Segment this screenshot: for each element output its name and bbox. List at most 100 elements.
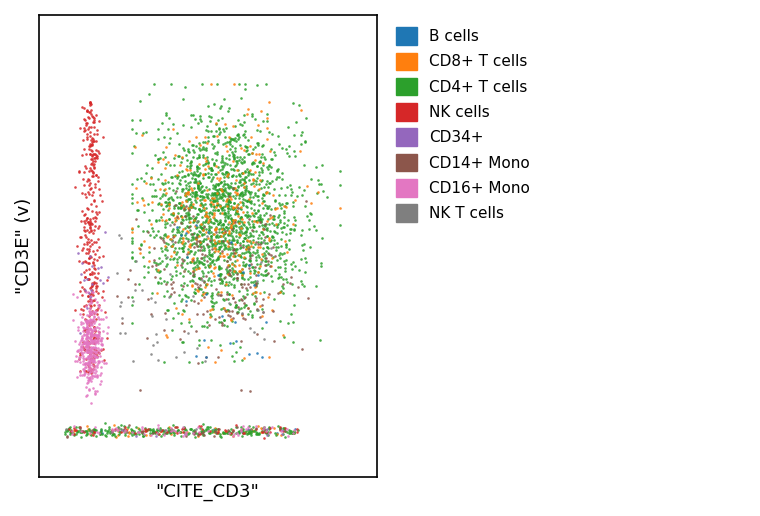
Point [64,428,76,436]
Point [237,237,249,245]
Point [163,199,176,207]
Point [220,223,232,232]
Point [223,239,235,248]
Point [81,348,93,356]
Point [207,239,220,248]
Point [157,148,169,156]
Point [214,251,226,260]
Point [241,224,253,232]
Point [279,427,291,435]
Point [218,161,230,169]
Point [288,213,300,221]
Point [202,190,214,199]
Point [272,132,284,140]
Point [201,352,213,361]
Point [270,244,282,252]
Point [200,211,212,219]
Point [228,430,240,438]
Point [246,426,258,434]
Point [257,252,269,261]
Point [261,232,273,240]
Point [248,328,260,336]
Point [223,181,235,189]
Point [186,173,198,182]
Point [211,186,223,194]
Point [233,198,245,206]
Point [299,202,312,210]
Point [249,267,261,276]
Point [262,215,274,223]
Point [214,185,226,193]
Point [103,273,115,281]
Point [93,429,105,437]
Point [219,305,231,314]
Point [269,205,281,214]
Point [116,314,128,322]
Point [195,243,207,251]
Point [287,428,299,437]
Point [84,224,97,233]
Point [295,231,307,239]
Point [188,184,201,192]
Point [298,282,310,291]
Point [193,205,205,213]
Point [184,166,196,174]
Point [220,322,233,330]
Point [166,218,178,226]
Point [111,269,123,277]
Point [88,338,100,347]
Point [245,110,258,119]
Point [82,235,94,243]
Point [226,268,238,277]
Point [138,208,150,216]
Point [226,294,239,302]
Point [207,132,220,140]
Point [195,188,207,196]
Point [223,140,236,148]
Point [65,430,78,439]
Point [194,246,206,254]
Point [227,431,239,440]
Point [184,243,196,251]
Point [230,157,242,166]
Point [188,216,200,224]
Point [166,208,179,217]
Point [233,219,245,227]
Point [215,346,227,354]
Point [280,264,292,272]
Point [235,336,247,345]
Point [221,242,233,250]
Point [215,186,227,194]
Point [82,358,94,366]
Point [186,254,198,263]
Point [253,302,265,310]
Point [259,251,271,259]
Point [80,316,92,325]
Point [255,153,267,162]
Point [222,169,234,178]
Point [76,343,88,351]
Point [250,425,262,433]
Point [241,197,253,205]
Point [209,241,221,250]
Point [93,346,105,354]
Point [176,203,188,212]
Point [204,232,217,240]
Point [196,246,208,254]
Point [230,188,242,197]
Point [271,229,283,237]
Point [85,330,97,338]
Point [88,164,100,172]
Point [152,356,164,364]
Point [186,277,198,285]
Point [252,234,264,243]
Point [157,427,169,436]
Point [176,310,188,318]
Point [86,282,98,291]
Point [209,191,221,199]
Point [82,249,94,257]
Point [250,279,262,287]
Point [175,238,187,246]
Point [113,430,125,439]
Point [81,340,93,348]
